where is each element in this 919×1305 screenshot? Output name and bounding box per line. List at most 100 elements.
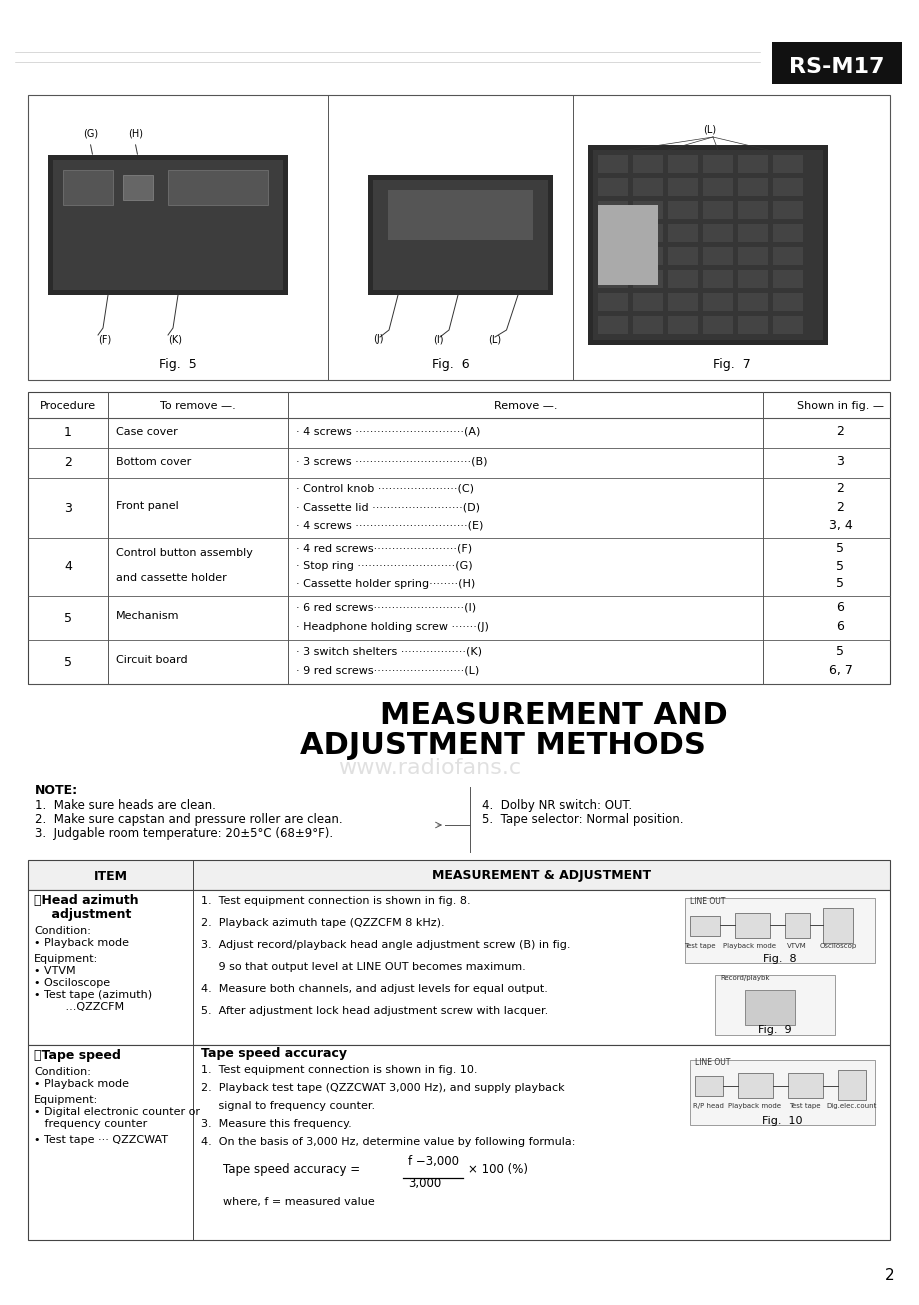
Text: 2: 2 [835, 501, 844, 514]
Bar [788, 1073, 823, 1098]
Text: Test tape: Test tape [684, 944, 715, 949]
Bar [597, 294, 628, 311]
Text: 3, 4: 3, 4 [828, 519, 851, 531]
Text: Tape speed accuracy =: Tape speed accuracy = [222, 1163, 359, 1176]
Text: · Headphone holding screw ·······(J): · Headphone holding screw ·······(J) [296, 621, 488, 632]
Bar [632, 316, 663, 334]
Text: 6: 6 [835, 602, 844, 613]
Bar [28, 95, 889, 380]
Bar [28, 392, 889, 684]
Bar [737, 270, 767, 288]
Bar [632, 155, 663, 174]
Text: 1.  Make sure heads are clean.: 1. Make sure heads are clean. [35, 799, 216, 812]
Text: ⒷTape speed: ⒷTape speed [34, 1049, 120, 1062]
Text: To remove —.: To remove —. [160, 401, 235, 411]
Text: 5: 5 [835, 577, 844, 590]
Text: · 4 red screws·······················(F): · 4 red screws·······················(F) [296, 544, 471, 553]
Bar [772, 224, 802, 241]
Bar [28, 1045, 889, 1240]
Text: Bottom cover: Bottom cover [116, 457, 191, 467]
Text: • Playback mode: • Playback mode [34, 938, 129, 947]
Text: 3.  Adjust record/playback head angle adjustment screw (B) in fig.: 3. Adjust record/playback head angle adj… [200, 940, 570, 950]
Text: Fig.  6: Fig. 6 [431, 358, 469, 371]
Bar [772, 201, 802, 219]
Text: NOTE:: NOTE: [35, 784, 78, 797]
Text: (F): (F) [98, 334, 111, 345]
Text: Mechanism: Mechanism [116, 611, 179, 621]
Bar [737, 224, 767, 241]
Text: (H): (H) [128, 129, 142, 140]
Bar [772, 270, 802, 288]
Text: (G): (G) [83, 129, 98, 140]
Bar [737, 247, 767, 265]
Text: (L): (L) [487, 334, 501, 345]
Text: 3.  Measure this frequency.: 3. Measure this frequency. [200, 1118, 351, 1129]
Text: signal to frequency counter.: signal to frequency counter. [200, 1101, 375, 1111]
Text: Osciloscop: Osciloscop [819, 944, 856, 949]
Bar [28, 890, 889, 1045]
Bar [632, 224, 663, 241]
Text: ⒶHead azimuth: ⒶHead azimuth [34, 894, 139, 907]
Text: 5: 5 [835, 645, 844, 658]
Text: · 3 screws ································(B): · 3 screws ·····························… [296, 457, 487, 467]
Text: ADJUSTMENT METHODS: ADJUSTMENT METHODS [300, 731, 705, 760]
Bar [597, 201, 628, 219]
Bar [689, 916, 720, 936]
Text: 6, 7: 6, 7 [828, 664, 852, 677]
Bar [667, 201, 698, 219]
Text: 4: 4 [64, 561, 72, 573]
Text: Condition:: Condition: [34, 927, 91, 936]
Bar [737, 316, 767, 334]
Text: · Cassette lid ·························(D): · Cassette lid ·························… [296, 502, 480, 512]
Bar [632, 270, 663, 288]
Bar [597, 247, 628, 265]
Bar [772, 177, 802, 196]
Bar [597, 155, 628, 174]
Text: · 4 screws ······························(A): · 4 screws ·····························… [296, 427, 480, 437]
Text: LINE OUT: LINE OUT [694, 1058, 730, 1067]
Text: 3.  Judgable room temperature: 20±5°C (68±9°F).: 3. Judgable room temperature: 20±5°C (68… [35, 827, 333, 840]
Bar [597, 270, 628, 288]
Bar [168, 170, 267, 205]
Text: 5: 5 [835, 542, 844, 555]
Bar [632, 177, 663, 196]
Text: 5.  After adjustment lock head adjustment screw with lacquer.: 5. After adjustment lock head adjustment… [200, 1006, 548, 1017]
Text: MEASUREMENT & ADJUSTMENT: MEASUREMENT & ADJUSTMENT [431, 869, 651, 882]
Bar [702, 316, 732, 334]
Text: Procedure: Procedure [40, 401, 96, 411]
Bar [632, 201, 663, 219]
Text: 5.  Tape selector: Normal position.: 5. Tape selector: Normal position. [482, 813, 683, 826]
Text: • Test tape (azimuth): • Test tape (azimuth) [34, 990, 152, 1000]
Bar [667, 224, 698, 241]
Text: 2.  Playback test tape (QZZCWAT 3,000 Hz), and supply playback: 2. Playback test tape (QZZCWAT 3,000 Hz)… [200, 1083, 564, 1094]
Text: (I): (I) [433, 334, 443, 345]
Text: Case cover: Case cover [116, 427, 177, 437]
Text: 5: 5 [835, 560, 844, 573]
Text: ITEM: ITEM [94, 869, 128, 882]
Text: · 4 screws ·······························(E): · 4 screws ·····························… [296, 521, 482, 530]
Bar [597, 224, 628, 241]
Text: × 100 (%): × 100 (%) [468, 1163, 528, 1176]
Text: MEASUREMENT AND: MEASUREMENT AND [380, 701, 727, 729]
Text: 4.  Dolby NR switch: OUT.: 4. Dolby NR switch: OUT. [482, 799, 631, 812]
Bar [667, 270, 698, 288]
Text: 4.  On the basis of 3,000 Hz, determine value by following formula:: 4. On the basis of 3,000 Hz, determine v… [200, 1137, 574, 1147]
Text: 3: 3 [64, 501, 72, 514]
Bar [772, 247, 802, 265]
Text: ...QZZCFM: ...QZZCFM [34, 1002, 124, 1011]
Text: (L): (L) [702, 125, 715, 134]
Text: Playback mode: Playback mode [728, 1103, 780, 1109]
Text: · 6 red screws·························(I): · 6 red screws·························(… [296, 603, 476, 612]
Bar [667, 294, 698, 311]
Bar [48, 155, 288, 295]
Text: 3,000: 3,000 [407, 1177, 441, 1190]
Text: Front panel: Front panel [116, 501, 178, 510]
Text: Test tape: Test tape [789, 1103, 820, 1109]
Text: 1.  Test equipment connection is shown in fig. 10.: 1. Test equipment connection is shown in… [200, 1065, 477, 1075]
Bar [737, 155, 767, 174]
Text: 5: 5 [64, 655, 72, 668]
Text: LINE OUT: LINE OUT [689, 897, 724, 906]
Bar [593, 150, 823, 341]
Bar [597, 177, 628, 196]
Bar [632, 294, 663, 311]
